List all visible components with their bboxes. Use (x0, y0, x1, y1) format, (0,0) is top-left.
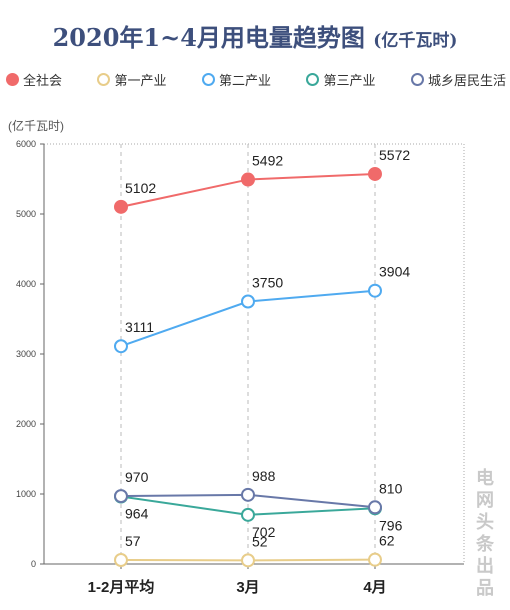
legend-item: 第三产业 (306, 70, 375, 89)
data-point (114, 553, 128, 568)
legend-item: 第二产业 (201, 70, 271, 89)
data-point (241, 294, 255, 309)
chart-title: 2020年1~4月用电量趋势图 (亿千瓦时) (0, 18, 510, 53)
data-point (368, 283, 382, 298)
chart-legend: 全社会 第一产业 第二产业 第三产业 城乡居民生活 (6, 70, 506, 89)
data-point (368, 500, 382, 515)
legend-swatch (410, 73, 424, 86)
legend-item: 全社会 (6, 70, 62, 89)
data-label: 796 (379, 517, 403, 533)
data-point (241, 507, 255, 522)
data-label: 3111 (125, 319, 154, 335)
data-label: 970 (125, 469, 149, 485)
data-label: 964 (125, 506, 149, 522)
y-tick-label: 0 (31, 559, 36, 569)
legend-label: 第一产业 (114, 73, 167, 88)
legend-label: 全社会 (23, 73, 63, 88)
y-tick-label: 4000 (16, 279, 36, 289)
data-label: 988 (252, 468, 276, 484)
data-label: 3904 (379, 264, 410, 280)
chart-title-main: 2020年1~4月用电量趋势图 (52, 23, 365, 52)
data-label: 3750 (252, 275, 283, 291)
data-point (241, 172, 255, 187)
chart-title-unit: (亿千瓦时) (373, 31, 458, 51)
legend-swatch (97, 73, 111, 86)
data-label: 702 (252, 524, 276, 540)
legend-swatch (6, 73, 19, 86)
data-point (368, 552, 382, 567)
data-point (368, 166, 382, 181)
y-axis-label: (亿千瓦时) (8, 118, 64, 133)
data-label: 52 (252, 533, 268, 549)
data-label: 5102 (125, 180, 156, 196)
data-point (241, 553, 255, 568)
data-point (114, 199, 128, 214)
legend-swatch (201, 73, 215, 86)
data-label: 62 (379, 533, 395, 549)
y-tick-label: 5000 (16, 209, 36, 219)
legend-label: 第二产业 (218, 73, 271, 88)
data-point (241, 487, 255, 502)
data-label: 57 (125, 533, 141, 549)
y-tick-label: 3000 (16, 349, 36, 359)
y-tick-label: 6000 (16, 139, 36, 149)
data-label: 810 (379, 480, 403, 496)
y-tick-label: 2000 (16, 419, 36, 429)
data-label: 5572 (379, 147, 410, 163)
x-tick-label: 3月 (236, 579, 259, 596)
x-tick-label: 4月 (363, 579, 386, 596)
legend-swatch (306, 73, 320, 86)
legend-item: 城乡居民生活 (410, 70, 506, 89)
data-point (114, 489, 128, 504)
data-point (114, 339, 128, 354)
x-tick-label: 1-2月平均 (88, 578, 155, 596)
watermark: 电网头条出品 (476, 468, 494, 599)
legend-label: 城乡居民生活 (427, 73, 506, 88)
legend-item: 第一产业 (97, 70, 167, 89)
data-label: 5492 (252, 153, 283, 169)
legend-label: 第三产业 (323, 73, 376, 88)
y-tick-label: 1000 (16, 489, 36, 499)
